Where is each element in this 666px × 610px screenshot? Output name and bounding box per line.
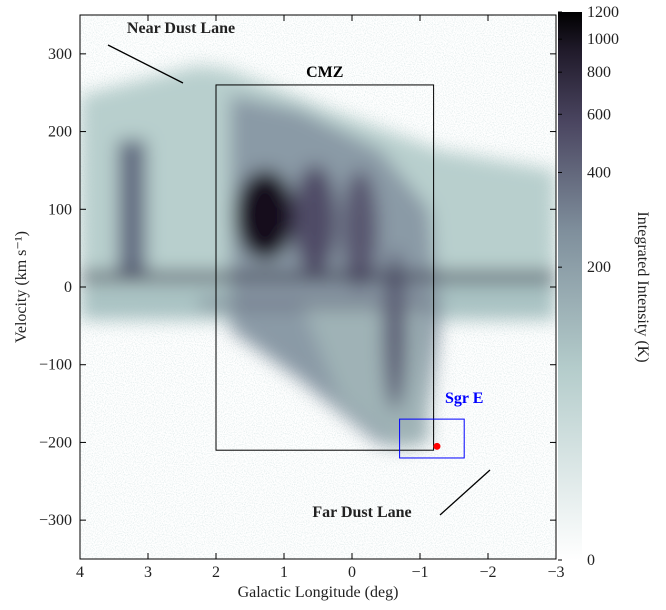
region-label: Sgr E (445, 390, 483, 407)
colorbar (558, 12, 582, 560)
y-axis-label: Velocity (km s⁻¹) (13, 231, 30, 343)
x-tick-label: 1 (280, 564, 288, 581)
x-tick-label: 0 (348, 564, 356, 581)
x-tick-label: −1 (411, 564, 428, 581)
region-label: CMZ (306, 64, 343, 81)
region-box (215, 84, 435, 451)
y-tick-label: 300 (48, 46, 72, 63)
colorbar-tick-label: 1000 (587, 31, 619, 48)
colorbar-tick-label: 0 (587, 552, 595, 569)
y-tick-label: −300 (39, 512, 72, 529)
colorbar-tick-label: 800 (587, 64, 611, 81)
colorbar-tick-label: 600 (587, 106, 611, 123)
colorbar-label: Integrated Intensity (K) (634, 211, 651, 362)
x-tick-label: −3 (547, 564, 564, 581)
y-tick-label: 100 (48, 201, 72, 218)
point (433, 442, 441, 450)
y-tick-label: 200 (48, 124, 72, 141)
annotation-line (439, 469, 491, 516)
annotation: Far Dust Lane (312, 504, 411, 521)
x-tick-label: −2 (479, 564, 496, 581)
y-tick-label: −200 (39, 434, 72, 451)
region-box (399, 418, 465, 459)
x-tick-label: 2 (212, 564, 220, 581)
colorbar-tick-label: 200 (587, 259, 611, 276)
x-axis-label: Galactic Longitude (deg) (238, 584, 399, 601)
y-tick-label: −100 (39, 357, 72, 374)
emission-image (80, 15, 556, 559)
colorbar-tick-label: 1200 (587, 4, 619, 21)
annotation: Near Dust Lane (127, 20, 235, 37)
colorbar-tick-label: 400 (587, 164, 611, 181)
x-tick-label: 4 (76, 564, 84, 581)
x-tick-label: 3 (144, 564, 152, 581)
annotation-line (107, 44, 184, 84)
y-tick-label: 0 (64, 279, 72, 296)
